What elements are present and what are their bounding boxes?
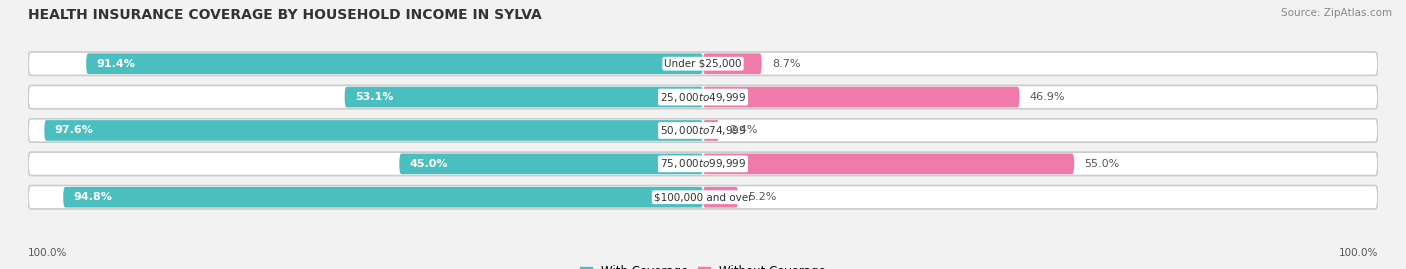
Text: 100.0%: 100.0% [1339,248,1378,258]
FancyBboxPatch shape [703,187,738,208]
FancyBboxPatch shape [28,119,1378,142]
Text: Source: ZipAtlas.com: Source: ZipAtlas.com [1281,8,1392,18]
FancyBboxPatch shape [703,120,720,141]
FancyBboxPatch shape [703,154,1074,174]
Text: 8.7%: 8.7% [772,59,800,69]
Text: 46.9%: 46.9% [1029,92,1066,102]
Text: 53.1%: 53.1% [354,92,394,102]
FancyBboxPatch shape [45,120,703,141]
Legend: With Coverage, Without Coverage: With Coverage, Without Coverage [575,261,831,269]
Text: 2.4%: 2.4% [730,125,758,136]
Text: 55.0%: 55.0% [1084,159,1119,169]
FancyBboxPatch shape [399,154,703,174]
FancyBboxPatch shape [63,187,703,208]
FancyBboxPatch shape [28,186,1378,209]
Text: $100,000 and over: $100,000 and over [654,192,752,202]
FancyBboxPatch shape [344,87,703,107]
Text: 91.4%: 91.4% [96,59,135,69]
Text: 94.8%: 94.8% [73,192,112,202]
Text: $75,000 to $99,999: $75,000 to $99,999 [659,157,747,170]
Text: 45.0%: 45.0% [409,159,449,169]
FancyBboxPatch shape [28,152,1378,175]
Text: 100.0%: 100.0% [28,248,67,258]
Text: Under $25,000: Under $25,000 [664,59,742,69]
Text: 5.2%: 5.2% [748,192,776,202]
Text: $25,000 to $49,999: $25,000 to $49,999 [659,91,747,104]
FancyBboxPatch shape [703,53,762,74]
FancyBboxPatch shape [703,87,1019,107]
FancyBboxPatch shape [86,53,703,74]
Text: $50,000 to $74,999: $50,000 to $74,999 [659,124,747,137]
Text: HEALTH INSURANCE COVERAGE BY HOUSEHOLD INCOME IN SYLVA: HEALTH INSURANCE COVERAGE BY HOUSEHOLD I… [28,8,541,22]
Text: 97.6%: 97.6% [55,125,93,136]
FancyBboxPatch shape [28,52,1378,75]
FancyBboxPatch shape [28,86,1378,109]
